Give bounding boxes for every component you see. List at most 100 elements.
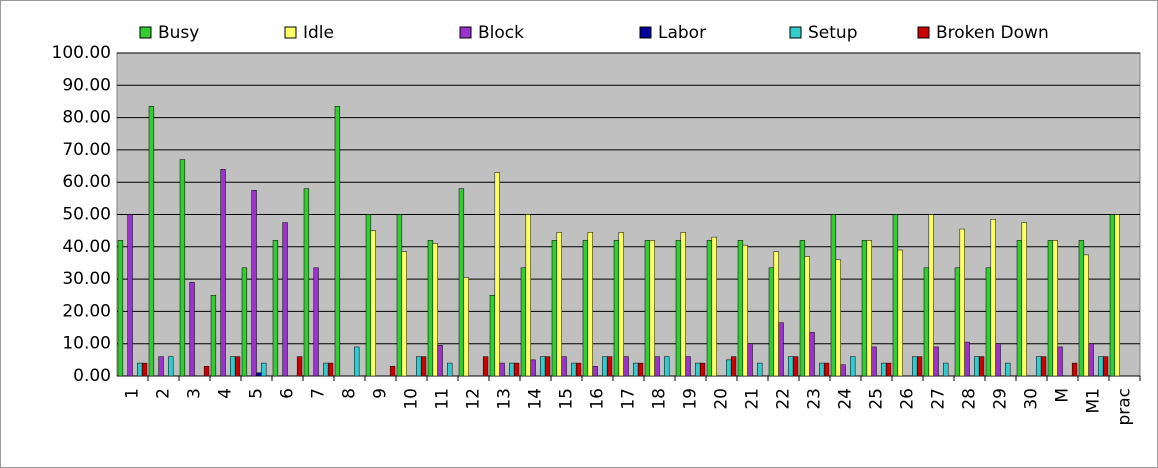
x-tick-label: 20 — [712, 388, 732, 410]
x-tick-label: 19 — [681, 388, 701, 410]
y-tick-label: 0.00 — [73, 366, 111, 386]
bar — [189, 282, 195, 377]
bar — [210, 295, 217, 377]
x-tick-label: 15 — [557, 388, 577, 410]
bar — [482, 356, 489, 377]
bar — [509, 362, 515, 377]
x-tick-label: prac — [1115, 388, 1135, 426]
x-tick-label: 24 — [836, 388, 856, 410]
bar — [241, 267, 248, 377]
bar — [416, 356, 422, 377]
bar — [494, 172, 500, 377]
bar — [168, 356, 174, 377]
bar — [561, 356, 567, 377]
bar — [792, 356, 799, 377]
x-tick-label: 13 — [495, 388, 515, 410]
bar — [1109, 214, 1116, 377]
bar — [788, 356, 794, 377]
y-tick-label: 60.00 — [62, 172, 111, 192]
bar — [234, 356, 241, 377]
bar — [730, 356, 737, 377]
bar — [916, 356, 923, 377]
bar — [706, 240, 713, 377]
bar — [623, 356, 629, 377]
bar — [773, 251, 779, 377]
x-tick-label: 28 — [960, 388, 980, 410]
bar — [819, 362, 825, 377]
bar — [251, 190, 257, 377]
bar — [396, 214, 403, 377]
bar — [303, 188, 310, 377]
legend-swatch — [789, 26, 802, 39]
x-tick-label: 2 — [154, 388, 174, 399]
legend-swatch — [459, 26, 472, 39]
x-tick-label: 14 — [526, 388, 546, 410]
x-tick-label: 18 — [650, 388, 670, 410]
y-tick-label: 80.00 — [62, 108, 111, 128]
bar — [823, 362, 830, 377]
bar — [675, 240, 682, 377]
legend-label: Idle — [303, 23, 334, 43]
bar — [432, 243, 438, 377]
bar — [644, 240, 651, 377]
y-tick-label: 70.00 — [62, 140, 111, 160]
bar — [499, 362, 505, 377]
bar — [256, 372, 262, 377]
legend-label: Setup — [808, 23, 857, 43]
legend-label: Busy — [158, 23, 199, 43]
bar — [389, 366, 396, 377]
bar — [850, 356, 856, 377]
bar — [964, 341, 970, 377]
x-tick-label: 6 — [278, 388, 298, 399]
x-tick-label: 11 — [433, 388, 453, 410]
bar — [327, 362, 334, 377]
bar — [835, 259, 841, 377]
y-tick-label: 20.00 — [62, 301, 111, 321]
bar — [633, 362, 639, 377]
bar — [127, 214, 133, 377]
bar — [928, 214, 934, 377]
bar — [654, 356, 660, 377]
bar — [602, 356, 608, 377]
bar — [117, 240, 124, 377]
legend-label: Block — [478, 23, 524, 43]
bar — [613, 240, 620, 377]
x-tick-label: 23 — [805, 388, 825, 410]
bar — [747, 343, 753, 377]
bar — [1071, 362, 1078, 377]
bar — [354, 346, 360, 377]
x-tick-label: 1 — [123, 388, 143, 399]
x-tick-label: 27 — [929, 388, 949, 410]
y-tick-label: 30.00 — [62, 269, 111, 289]
bar — [685, 356, 691, 377]
bar — [463, 277, 469, 377]
x-tick-label: 4 — [216, 388, 236, 399]
x-tick-label: 3 — [185, 388, 205, 399]
x-tick-label: 25 — [867, 388, 887, 410]
bar — [799, 240, 806, 377]
bar — [437, 345, 443, 377]
x-tick-label: 5 — [247, 388, 267, 399]
bar — [1040, 356, 1047, 377]
bar — [985, 267, 992, 377]
x-tick-label: 10 — [402, 388, 422, 410]
bar — [458, 188, 465, 377]
bar — [571, 362, 577, 377]
legend-label: Labor — [658, 23, 706, 43]
bar — [1047, 240, 1054, 377]
bar — [695, 362, 701, 377]
bar — [943, 362, 949, 377]
bar — [637, 362, 644, 377]
bar — [1021, 222, 1027, 377]
y-tick-label: 40.00 — [62, 237, 111, 257]
bar — [427, 240, 434, 377]
bar — [742, 244, 748, 377]
bar — [1098, 356, 1104, 377]
bar — [1078, 240, 1085, 377]
bar — [323, 362, 329, 377]
y-tick-label: 100.00 — [52, 43, 111, 63]
x-tick-label: 22 — [774, 388, 794, 410]
bar — [933, 346, 939, 377]
bar — [420, 356, 427, 377]
bar — [830, 214, 837, 377]
